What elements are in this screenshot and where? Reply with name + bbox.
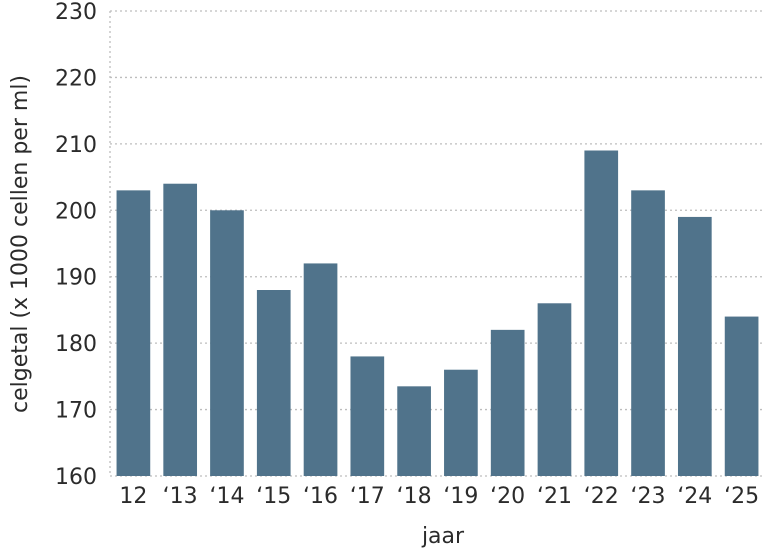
y-tick-label: 230 (55, 0, 97, 25)
y-tick-label: 200 (55, 199, 97, 224)
y-axis-title: celgetal (x 1000 cellen per ml) (8, 75, 33, 413)
x-tick-label: ‘21 (537, 484, 572, 509)
x-axis-ticks: 12 ‘13 ‘14 ‘15 ‘16 ‘17 ‘18 ‘19 ‘20 ‘21 ‘22 ‘23 ‘24 ‘2… (119, 484, 759, 509)
x-tick-label: ‘20 (490, 484, 525, 509)
x-tick-label: ‘16 (303, 484, 338, 509)
y-tick-label: 180 (55, 332, 97, 357)
bars (116, 150, 759, 477)
y-tick-label: 220 (55, 66, 97, 91)
bar (677, 216, 712, 476)
x-tick-label: ‘14 (209, 484, 244, 509)
bar (490, 329, 525, 476)
bar (537, 303, 572, 476)
y-tick-label: 210 (55, 133, 97, 158)
y-axis-ticks: 160 170 180 190 200 210 220 230 (55, 0, 97, 490)
x-tick-label: ‘24 (677, 484, 712, 509)
x-tick-label: ‘23 (631, 484, 666, 509)
bar (116, 190, 151, 476)
x-tick-label: 12 (119, 484, 147, 509)
bar (163, 183, 198, 476)
y-tick-label: 190 (55, 266, 97, 291)
bar (444, 369, 478, 476)
y-tick-label: 170 (55, 399, 97, 424)
bar (631, 190, 665, 476)
bar (303, 263, 338, 476)
bar (350, 356, 385, 476)
x-tick-label: ‘15 (256, 484, 291, 509)
gridlines (109, 10, 765, 477)
y-tick-label: 160 (55, 465, 97, 490)
x-tick-label: ‘19 (443, 484, 478, 509)
bar (210, 210, 244, 477)
bar (724, 316, 759, 476)
bar (584, 150, 619, 476)
x-tick-label: ‘25 (724, 484, 759, 509)
x-tick-label: ‘17 (350, 484, 385, 509)
bar (397, 386, 431, 476)
x-axis-title: jaar (421, 524, 465, 549)
x-tick-label: ‘18 (397, 484, 432, 509)
bar (256, 290, 291, 476)
x-tick-label: ‘13 (163, 484, 198, 509)
x-tick-label: ‘22 (584, 484, 619, 509)
